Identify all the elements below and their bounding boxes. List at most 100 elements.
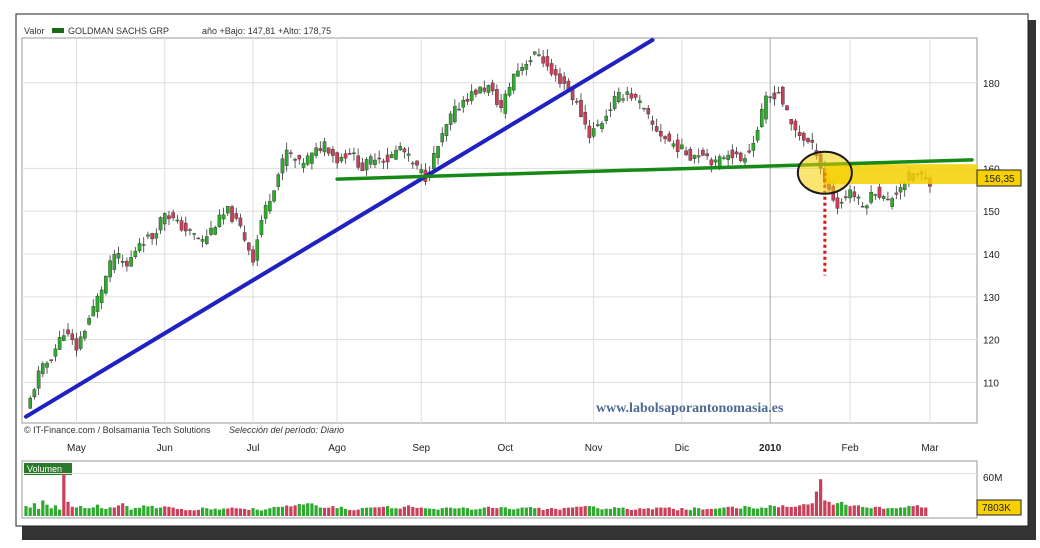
y-tick-label: 140 [983,250,1000,261]
candle-body [293,158,297,161]
candle-body [314,147,318,156]
candle-body [902,183,907,190]
candle-body [667,133,672,142]
volume-bar [873,506,877,516]
candle-body [66,329,70,335]
candle-body [310,152,314,164]
x-tick-label: Jun [157,443,173,454]
volume-bar [360,507,364,516]
volume-bar [32,503,37,516]
x-tick-label: May [67,443,86,454]
volume-bar [377,507,381,516]
candle-body [797,131,802,136]
volume-bar [343,508,348,516]
candle-body [743,158,747,163]
candle-body [553,69,558,76]
candle-body [301,163,306,168]
candlesticks [28,48,932,410]
volume-bar [903,507,907,516]
candle-body [125,260,129,267]
candle-body [747,150,751,153]
candle-body [612,96,617,109]
candle-body [596,124,600,127]
candle-body [171,212,175,219]
candle-body [511,73,516,91]
volume-bar [566,507,570,516]
volume-bar [369,507,373,516]
candle-body [486,84,491,93]
volume-bar [730,506,734,516]
candle-body [62,335,66,341]
volume-bar [625,508,629,516]
candle-body [579,100,583,118]
candle-body [873,194,878,196]
candle-body [802,132,806,141]
candle-body [532,51,537,55]
last-price-tag [976,169,1022,187]
volume-bar [411,507,415,516]
volume-bar [482,507,486,516]
candle-body [259,220,264,235]
candle-body [587,125,592,138]
volume-bar [381,506,385,516]
last-volume-label: 7803K [982,503,1011,514]
x-axis: May Jun Jul Ago Sep Oct Nov Dic 2010 Feb Mar [67,443,939,454]
candle-body [490,82,495,92]
candle-body [856,196,861,199]
volume-bar [844,504,848,516]
candle-body [343,153,348,159]
candle-body [848,189,852,199]
candle-body [684,150,688,156]
volume-bar [373,507,377,516]
volume-bar [327,507,331,516]
volume-bar [760,507,764,516]
candle-body [234,213,239,219]
candle-body [738,152,743,161]
candle-body [528,60,533,63]
y-tick-label: 180 [983,79,1000,90]
x-tick-label: Feb [841,443,859,454]
volume-bar [478,508,482,516]
candle-body [600,123,604,129]
candle-body [516,70,520,77]
volume-bar [726,506,730,516]
volume-bar [121,503,125,516]
volume-bar [331,506,335,516]
volume-bar [390,508,394,516]
volume-bar [171,507,175,516]
volume-bar [398,508,402,516]
candle-body [654,126,659,132]
candle-body [32,389,37,398]
candle-body [768,96,772,99]
volume-bar [474,509,478,516]
candle-body [70,333,75,340]
candle-body [751,143,756,151]
candle-body [776,91,781,94]
volume-bar [415,507,419,516]
volume-bar [680,508,684,516]
candle-body [465,98,470,102]
volume-bar [751,508,755,516]
volume-bar [861,506,865,516]
volume-bar [213,508,217,516]
candle-body [162,213,167,225]
volume-bar [200,507,205,516]
candle-body [625,91,630,95]
volume-bar [116,505,121,516]
candle-body [335,152,339,164]
volume-bar [877,506,882,516]
volume-bar [810,503,814,516]
volume-bar [112,507,116,516]
candle-body [179,220,184,231]
volume-bar [894,508,898,516]
volume-bar [684,509,688,516]
volume-bar [318,507,322,516]
volume-bar [915,505,919,516]
x-tick-label: Oct [498,443,514,454]
volume-bar [549,508,554,516]
volume-bar [470,509,474,516]
candle-body [583,112,587,125]
candle-body [83,331,87,339]
volume-bar [444,507,449,516]
volume-bar [583,506,587,516]
